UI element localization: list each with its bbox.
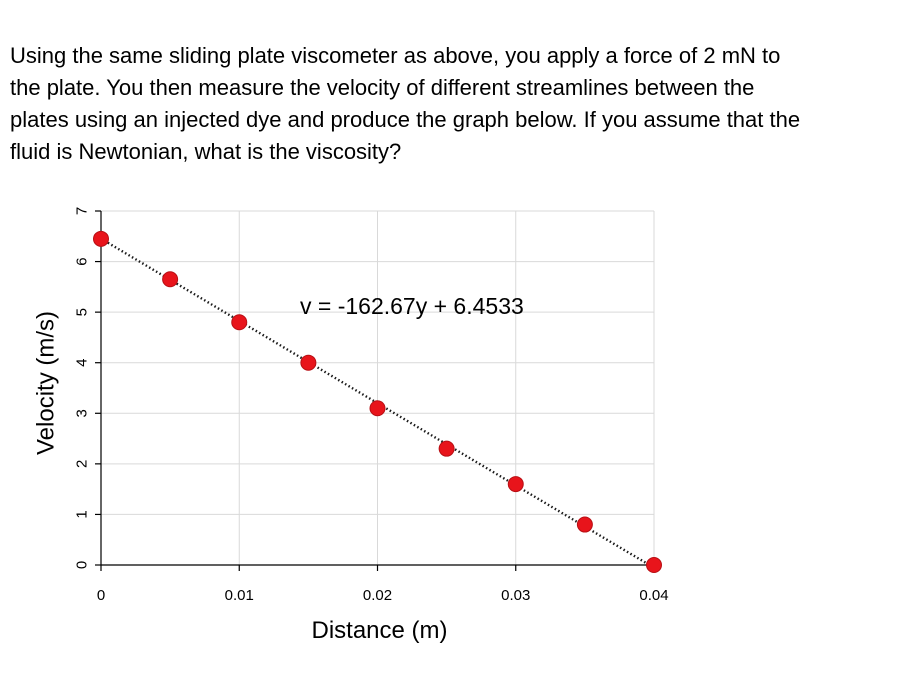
data-point <box>231 314 248 331</box>
y-tick-label: 3 <box>74 409 91 417</box>
y-tick-label: 6 <box>74 257 91 265</box>
x-tick-label: 0.02 <box>363 587 392 604</box>
data-point <box>369 400 386 417</box>
x-tick-label: 0 <box>97 587 105 604</box>
question-line: Using the same sliding plate viscometer … <box>10 43 781 68</box>
y-tick-label: 1 <box>74 510 91 518</box>
trendline-equation: v = -162.67y + 6.4533 <box>300 293 524 319</box>
y-tick-label: 4 <box>74 359 91 367</box>
data-point <box>162 271 179 288</box>
trendline-layer <box>100 237 655 569</box>
question-line: fluid is Newtonian, what is the viscosit… <box>10 139 402 164</box>
question-line: the plate. You then measure the velocity… <box>10 75 755 100</box>
question-text: Using the same sliding plate viscometer … <box>10 40 890 168</box>
data-point <box>93 230 109 247</box>
data-points <box>93 230 662 573</box>
y-tick-label: 2 <box>74 460 91 468</box>
axes <box>95 210 655 571</box>
y-tick-label: 0 <box>74 561 91 569</box>
y-tick-label: 5 <box>74 308 91 316</box>
grid <box>101 210 655 565</box>
question-line: plates using an injected dye and produce… <box>10 107 801 132</box>
x-tick-label: 0.03 <box>501 587 530 604</box>
x-tick-label: 0.01 <box>225 587 254 604</box>
labels: 0 1 2 3 4 5 6 7 0 0.01 0.02 0.03 0.04 Distance (m) Vel… <box>33 207 669 644</box>
y-axis-title: Velocity (m/s) <box>33 311 60 455</box>
data-point <box>507 476 524 493</box>
data-point <box>438 440 455 457</box>
data-point <box>646 557 662 573</box>
x-axis-title: Distance (m) <box>311 617 447 644</box>
data-point <box>300 354 317 371</box>
y-tick-label: 7 <box>74 207 91 215</box>
x-tick-label: 0.04 <box>639 587 668 604</box>
data-point <box>576 516 593 533</box>
trendline <box>100 237 655 569</box>
